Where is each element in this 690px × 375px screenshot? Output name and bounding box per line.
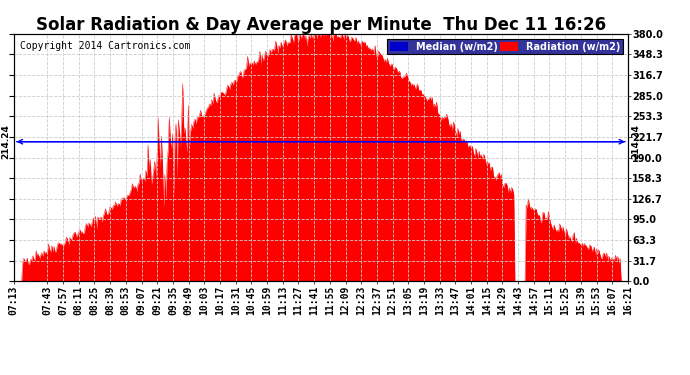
Text: 214.24: 214.24 — [2, 124, 11, 159]
Text: Copyright 2014 Cartronics.com: Copyright 2014 Cartronics.com — [20, 41, 190, 51]
Title: Solar Radiation & Day Average per Minute  Thu Dec 11 16:26: Solar Radiation & Day Average per Minute… — [36, 16, 606, 34]
Legend: Median (w/m2), Radiation (w/m2): Median (w/m2), Radiation (w/m2) — [388, 39, 623, 54]
Text: 214.24: 214.24 — [631, 124, 640, 159]
